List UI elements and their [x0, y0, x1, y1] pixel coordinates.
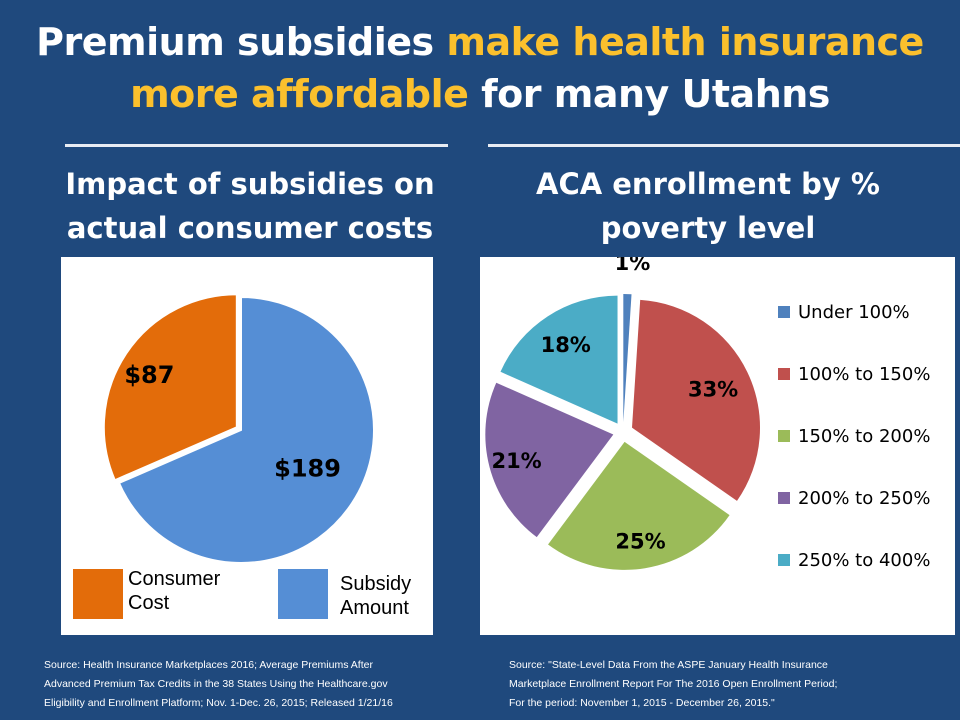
legend-label-consumer-cost: Consumer Cost — [128, 567, 220, 615]
data-label-150-to-200: 25% — [615, 530, 665, 554]
legend-label: 200% to 250% — [798, 488, 931, 509]
source-line: Eligibility and Enrollment Platform; Nov… — [44, 697, 393, 709]
legend-swatch — [778, 430, 790, 442]
subsidy-chart-panel: $87 $189 Consumer Cost Subsidy Amount — [61, 257, 433, 635]
subtitle-line: poverty level — [600, 211, 816, 245]
left-source: Source: Health Insurance Marketplaces 20… — [44, 656, 393, 713]
source-line: Marketplace Enrollment Report For The 20… — [509, 678, 838, 690]
legend-item-under-100: Under 100% — [778, 302, 910, 324]
data-label-200-to-250: 21% — [491, 449, 541, 473]
data-label-subsidy-amount: $189 — [274, 454, 341, 482]
source-line: Source: "State-Level Data From the ASPE … — [509, 659, 828, 671]
legend-label: 250% to 400% — [798, 550, 931, 571]
left-subtitle: Impact of subsidies on actual consumer c… — [50, 162, 450, 250]
data-label-under-100: 1% — [615, 257, 651, 275]
legend-item-100-to-150: 100% to 150% — [778, 364, 930, 386]
pie-slice-150-to-200 — [548, 441, 730, 570]
pie-slice-100-to-150 — [632, 299, 761, 501]
legend-swatch-subsidy-amount — [278, 569, 328, 619]
legend-swatch — [778, 368, 790, 380]
enrollment-chart-panel: 1% 33% 25% 21% 18% Under 100% 100% to 150% 150… — [480, 257, 955, 635]
legend-swatch — [778, 492, 790, 504]
legend-item-200-to-250: 200% to 250% — [778, 488, 930, 510]
legend-swatch — [778, 554, 790, 566]
pie-slice-200-to-250 — [485, 382, 614, 538]
subtitle-line: actual consumer costs — [66, 211, 434, 245]
legend-swatch-consumer-cost — [73, 569, 123, 619]
data-label-250-to-400: 18% — [541, 333, 591, 357]
pie-slice-subsidy-amount — [117, 295, 375, 564]
source-line: Source: Health Insurance Marketplaces 20… — [44, 659, 373, 671]
pie-slice-250-to-400 — [500, 295, 618, 424]
title-highlight: make health insurance — [446, 20, 924, 64]
title-part: for many Utahns — [468, 72, 830, 116]
legend-label: Under 100% — [798, 302, 910, 323]
legend-label-subsidy-amount: Subsidy Amount — [340, 572, 411, 620]
title-part: Premium subsidies — [36, 20, 447, 64]
legend-line: Amount — [340, 597, 409, 619]
legend-label: 150% to 200% — [798, 426, 931, 447]
legend-label: 100% to 150% — [798, 364, 931, 385]
legend-line: Cost — [128, 592, 170, 614]
legend-line: Subsidy — [340, 573, 412, 595]
title-highlight: more affordable — [130, 72, 469, 116]
left-divider — [65, 144, 448, 147]
pie-slice-under-100 — [623, 294, 632, 423]
right-divider — [488, 144, 960, 147]
right-subtitle: ACA enrollment by % poverty level — [488, 162, 928, 250]
pie-slice-consumer-cost — [102, 293, 238, 482]
legend-item-150-to-200: 150% to 200% — [778, 426, 930, 448]
subsidy-pie-chart: $87 $189 — [102, 293, 375, 564]
subtitle-line: Impact of subsidies on — [65, 167, 435, 201]
enrollment-pie-chart: 1% 33% 25% 21% 18% — [485, 257, 761, 570]
legend-item-250-to-400: 250% to 400% — [778, 550, 930, 572]
legend-swatch — [778, 306, 790, 318]
legend-line: Consumer — [128, 568, 221, 590]
slide-title: Premium subsidies make health insurance … — [0, 16, 960, 120]
data-label-consumer-cost: $87 — [124, 361, 174, 389]
right-source: Source: "State-Level Data From the ASPE … — [509, 656, 837, 713]
source-line: Advanced Premium Tax Credits in the 38 S… — [44, 678, 388, 690]
subtitle-line: ACA enrollment by % — [536, 167, 880, 201]
data-label-100-to-150: 33% — [688, 378, 738, 402]
source-line: For the period: November 1, 2015 - Decem… — [509, 697, 775, 709]
